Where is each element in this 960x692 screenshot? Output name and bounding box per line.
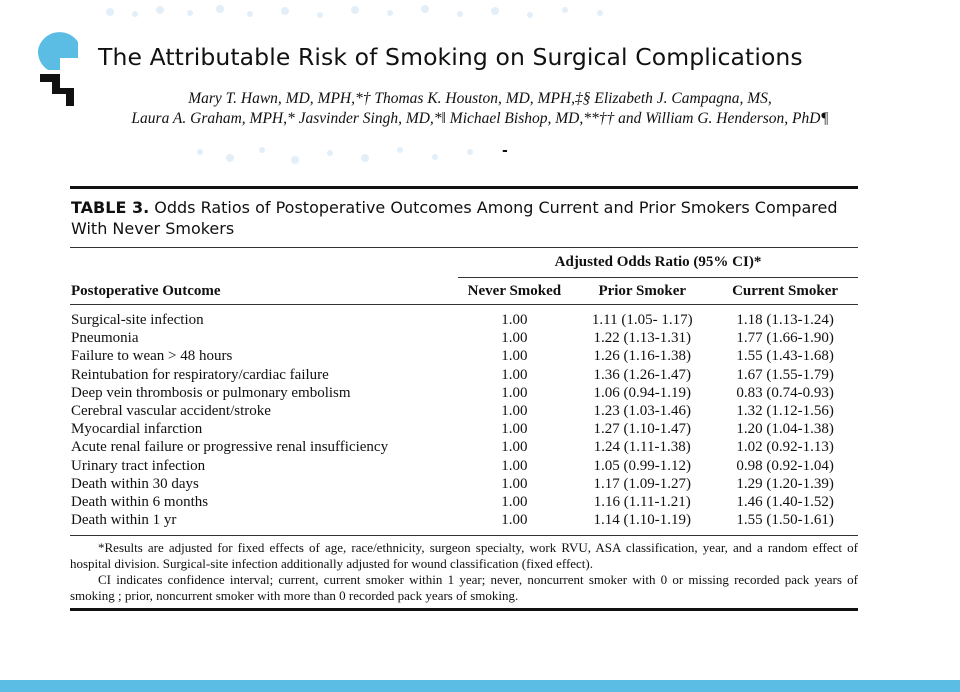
cell-never: 1.00 [501,439,528,456]
cell-prior: 1.05 (0.99-1.12) [593,457,692,474]
column-header-outcome: Postoperative Outcome [71,283,221,299]
cell-current: 1.32 (1.12-1.56) [736,403,834,420]
author-list: Mary T. Hawn, MD, MPH,*† Thomas K. Houst… [0,89,960,129]
table-label: TABLE 3. [71,198,150,217]
table-row: Myocardial infarction 1.00 1.27 (1.10-1.47… [70,420,858,438]
cell-current: 1.18 (1.13-1.24) [736,312,834,328]
cell-prior: 1.27 (1.10-1.47) [593,421,692,438]
cell-outcome: Reintubation for respiratory/cardiac fai… [71,366,329,383]
cell-outcome: Urinary tract infection [71,457,206,474]
footnote-adjustment: *Results are adjusted for fixed effects … [70,540,858,572]
cell-never: 1.00 [501,384,528,401]
data-table: Postoperative Outcome Never Smoked Prior… [70,278,858,535]
group-header: Adjusted Odds Ratio (95% CI)* [70,248,858,278]
column-header-never: Never Smoked [467,283,562,299]
cell-prior: 1.16 (1.11-1.21) [593,494,691,511]
table-body: Surgical-site infection 1.00 1.11 (1.05- 1… [70,305,858,536]
cell-never: 1.00 [501,403,528,420]
cell-outcome: Surgical-site infection [71,312,204,328]
slide-title: The Attributable Risk of Smoking on Surg… [98,43,803,71]
bottom-accent-bar [0,680,960,692]
cell-never: 1.00 [501,348,528,365]
table-end-rule [70,608,858,612]
cell-never: 1.00 [501,512,528,529]
cell-outcome: Death within 6 months [71,494,209,511]
cell-prior: 1.11 (1.05- 1.17) [591,312,693,328]
cell-prior: 1.14 (1.10-1.19) [593,512,692,529]
footnote-definitions: CI indicates confidence interval; curren… [70,572,858,604]
cell-current: 0.83 (0.74-0.93) [736,384,834,401]
odds-ratio-table: TABLE 3. Odds Ratios of Postoperative Ou… [70,186,858,612]
cell-current: 1.29 (1.20-1.39) [736,475,834,492]
table-bottom-rule [70,535,858,537]
cell-never: 1.00 [501,366,528,383]
cell-outcome: Myocardial infarction [71,421,203,438]
cell-never: 1.00 [501,312,528,328]
table-caption: TABLE 3. Odds Ratios of Postoperative Ou… [70,189,858,247]
header-row: Postoperative Outcome Never Smoked Prior… [70,278,858,305]
table-row: Acute renal failure or progressive renal… [70,438,858,456]
authors-line-1: Mary T. Hawn, MD, MPH,*† Thomas K. Houst… [188,90,772,107]
table-row: Failure to wean > 48 hours 1.00 1.26 (1.16… [70,347,858,365]
dash-mark: - [502,143,508,159]
table-row: Surgical-site infection 1.00 1.11 (1.05- 1… [70,305,858,330]
cell-outcome: Failure to wean > 48 hours [71,348,233,365]
table-row: Death within 1 yr 1.00 1.14 (1.10-1.19) 1.5… [70,511,858,535]
cell-prior: 1.36 (1.26-1.47) [593,366,692,383]
cell-prior: 1.22 (1.13-1.31) [593,330,692,347]
cell-outcome: Cerebral vascular accident/stroke [71,403,271,420]
cell-never: 1.00 [501,475,528,492]
table-row: Death within 6 months 1.00 1.16 (1.11-1.21… [70,493,858,511]
table-footnotes: *Results are adjusted for fixed effects … [70,536,858,604]
cell-never: 1.00 [501,457,528,474]
cell-current: 1.77 (1.66-1.90) [736,330,834,347]
group-header-label: Adjusted Odds Ratio (95% CI)* [554,254,762,270]
cell-outcome: Death within 1 yr [71,512,177,529]
column-header-prior: Prior Smoker [598,283,687,299]
cell-prior: 1.26 (1.16-1.38) [593,348,692,365]
table-row: Pneumonia 1.00 1.22 (1.13-1.31) 1.77 (1.66-… [70,329,858,347]
cell-prior: 1.24 (1.11-1.38) [593,439,691,456]
caption-rule [70,247,858,248]
cell-never: 1.00 [501,421,528,438]
table-top-rule [70,186,858,189]
cell-current: 1.20 (1.04-1.38) [736,421,834,438]
table-row: Reintubation for respiratory/cardiac fai… [70,366,858,384]
cell-current: 0.98 (0.92-1.04) [736,457,834,474]
cell-current: 1.46 (1.40-1.52) [736,494,834,511]
cell-outcome: Death within 30 days [71,475,199,492]
cell-current: 1.02 (0.92-1.13) [736,439,834,456]
cell-prior: 1.17 (1.09-1.27) [593,475,692,492]
cell-prior: 1.23 (1.03-1.46) [593,403,692,420]
logo-icon [37,32,78,106]
cell-never: 1.00 [501,494,528,511]
group-header-rule [458,277,858,278]
authors-line-2: Laura A. Graham, MPH,* Jasvinder Singh, … [131,110,829,127]
table-row: Cerebral vascular accident/stroke 1.00 1.2… [70,402,858,420]
cell-never: 1.00 [501,330,528,347]
cell-outcome: Acute renal failure or progressive renal… [71,439,389,456]
cell-outcome: Deep vein thrombosis or pulmonary emboli… [71,384,351,401]
table-row: Death within 30 days 1.00 1.17 (1.09-1.27)… [70,475,858,493]
cell-current: 1.55 (1.43-1.68) [736,348,834,365]
cell-current: 1.67 (1.55-1.79) [736,366,834,383]
cell-prior: 1.06 (0.94-1.19) [593,384,692,401]
column-header-current: Current Smoker [732,283,839,299]
table-row: Urinary tract infection 1.00 1.05 (0.99-1.… [70,457,858,475]
cell-current: 1.55 (1.50-1.61) [736,512,834,529]
table-row: Deep vein thrombosis or pulmonary emboli… [70,384,858,402]
cell-outcome: Pneumonia [71,330,139,347]
table-caption-text: Odds Ratios of Postoperative Outcomes Am… [71,198,838,238]
